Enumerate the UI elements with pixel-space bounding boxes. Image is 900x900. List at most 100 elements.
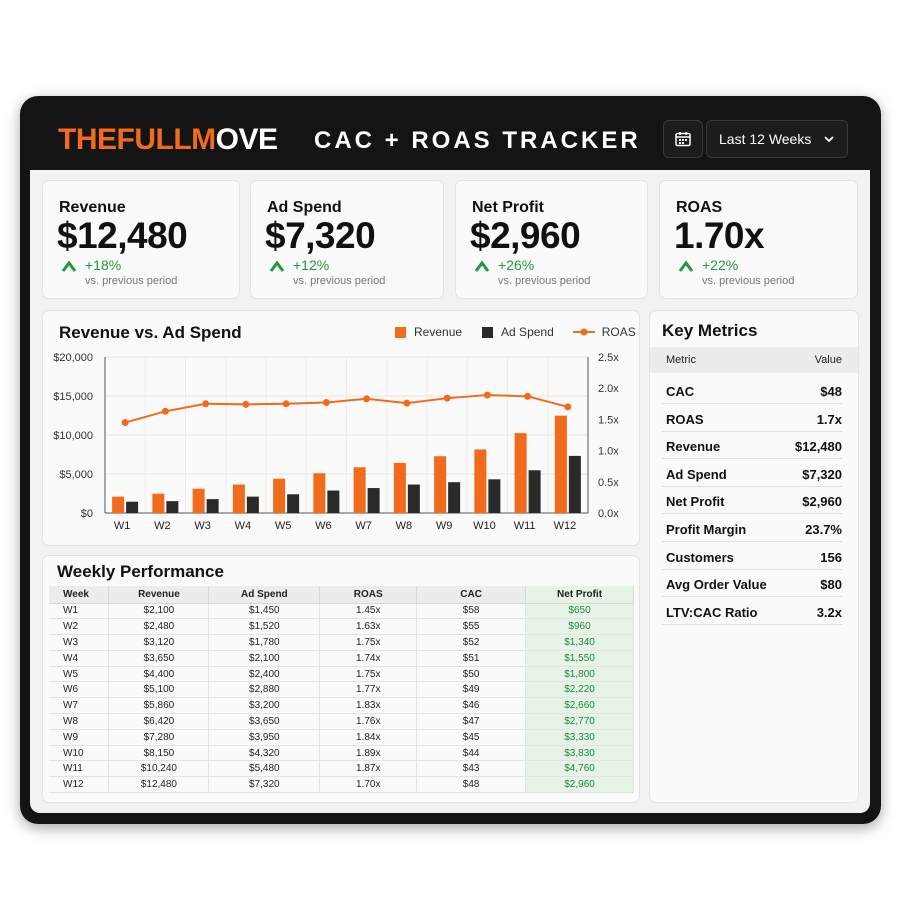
cell-week: W7: [49, 697, 110, 715]
col-roas: ROAS: [319, 586, 418, 604]
arrow-up-icon: [269, 260, 285, 272]
bar-revenue: [273, 478, 286, 513]
weekly-performance-card: Weekly Performance Week Revenue Ad Spend…: [42, 555, 640, 803]
kpi-card-net-profit: Net Profit $2,960 +26% vs. previous peri…: [455, 180, 648, 299]
cell-roas: 1.76x: [319, 713, 418, 730]
cell-revenue: $12,480: [108, 776, 210, 794]
cell-net-profit: $1,550: [525, 650, 634, 667]
cell-net-profit: $2,220: [525, 681, 634, 699]
cell-revenue: $2,100: [108, 603, 210, 620]
kpi-change: +12%: [293, 257, 330, 273]
kpi-card-roas: ROAS 1.70x +22% vs. previous period: [659, 180, 858, 299]
roas-point: [403, 399, 411, 407]
metric-label: Revenue: [666, 439, 721, 455]
cell-week: W4: [49, 650, 110, 667]
legend-swatch-roas: [572, 328, 595, 336]
metric-row: CAC $48: [662, 377, 842, 404]
table-row: W12 $12,480 $7,320 1.70x $48 $2,960: [49, 776, 634, 794]
header-bar: THEFULLMOVE CAC + ROAS TRACKER Last 12 W…: [30, 106, 870, 170]
y-tick-label: $20,000: [53, 352, 93, 364]
cell-cac: $52: [416, 634, 527, 651]
bar-revenue: [313, 473, 326, 513]
legend-swatch-revenue: [395, 326, 406, 338]
metric-row: Net Profit $2,960: [662, 487, 842, 515]
calendar-icon: [675, 132, 691, 147]
bar-revenue: [393, 462, 406, 513]
table-row: W5 $4,400 $2,400 1.75x $50 $1,800: [49, 666, 634, 683]
roas-point: [282, 400, 290, 408]
y-tick-label: $10,000: [53, 430, 93, 442]
table-row: W11 $10,240 $5,480 1.87x $43 $4,760: [49, 760, 634, 778]
bar-revenue: [192, 488, 205, 513]
calendar-button[interactable]: [663, 120, 703, 158]
bar-revenue: [232, 484, 245, 513]
metric-label: Ad Spend: [666, 466, 727, 482]
cell-ad-spend: $1,780: [208, 634, 321, 651]
roas-point: [242, 400, 250, 408]
x-tick-label: W7: [355, 520, 372, 532]
kpi-label: ROAS: [676, 199, 723, 216]
bar-ad-spend: [448, 482, 461, 513]
metric-label: Net Profit: [666, 494, 725, 510]
kpi-value: $12,480: [57, 215, 188, 256]
bar-ad-spend: [407, 484, 420, 513]
y-tick-label: $0: [81, 508, 93, 520]
chart-card: Revenue vs. Ad Spend Revenue Ad Spend RO…: [42, 310, 640, 546]
cell-net-profit: $1,340: [525, 634, 634, 651]
page-title: CAC + ROAS TRACKER: [314, 127, 641, 154]
kpi-note: vs. previous period: [85, 275, 178, 287]
metric-label: Customers: [666, 549, 734, 565]
metric-row: Customers 156: [662, 543, 842, 570]
cell-net-profit: $2,660: [525, 697, 634, 715]
arrow-up-icon: [474, 260, 490, 272]
table-row: W6 $5,100 $2,880 1.77x $49 $2,220: [49, 681, 634, 699]
x-tick-label: W2: [154, 520, 171, 532]
col-ad-spend: Ad Spend: [208, 586, 321, 604]
table-row: W8 $6,420 $3,650 1.76x $47 $2,770: [49, 713, 634, 730]
cell-roas: 1.45x: [319, 603, 418, 620]
roas-point: [363, 395, 371, 403]
kpi-change: +26%: [498, 257, 535, 273]
x-tick-label: W8: [396, 520, 413, 532]
y-tick-label: $5,000: [59, 469, 93, 481]
cell-roas: 1.70x: [319, 776, 418, 794]
legend-swatch-ad-spend: [482, 326, 494, 338]
cell-roas: 1.87x: [319, 760, 418, 778]
cell-cac: $55: [416, 618, 527, 636]
arrow-up-icon: [61, 260, 77, 272]
metric-value: 23.7%: [805, 522, 842, 537]
cell-week: W3: [49, 634, 110, 651]
bar-revenue: [353, 467, 366, 513]
cell-ad-spend: $2,400: [208, 666, 321, 683]
metric-row: LTV:CAC Ratio 3.2x: [662, 598, 842, 625]
roas-point: [524, 392, 532, 400]
bar-ad-spend: [367, 488, 380, 513]
cell-week: W6: [49, 681, 110, 699]
metric-value: $12,480: [795, 439, 842, 455]
y2-tick-label: 0.0x: [598, 508, 619, 520]
cell-net-profit: $3,830: [525, 745, 634, 762]
cell-roas: 1.74x: [319, 650, 418, 667]
bar-ad-spend: [126, 501, 139, 513]
cell-revenue: $2,480: [108, 618, 210, 636]
bar-revenue: [554, 415, 567, 513]
metric-label: LTV:CAC Ratio: [666, 604, 758, 620]
cell-net-profit: $960: [525, 618, 634, 636]
metric-row: ROAS 1.7x: [662, 405, 842, 432]
y2-tick-label: 0.5x: [598, 477, 619, 489]
metric-value: 3.2x: [816, 604, 842, 620]
cell-cac: $47: [416, 713, 527, 730]
cell-ad-spend: $1,450: [208, 603, 321, 620]
cell-ad-spend: $1,520: [208, 618, 321, 636]
legend-roas: ROAS: [601, 325, 636, 339]
roas-point: [121, 419, 129, 427]
key-metrics-title: Key Metrics: [662, 321, 758, 340]
weekly-table: Week Revenue Ad Spend ROAS CAC Net Profi…: [49, 586, 634, 794]
cell-revenue: $7,280: [108, 729, 210, 746]
cell-revenue: $4,400: [108, 666, 210, 683]
cell-net-profit: $3,330: [525, 729, 634, 746]
cell-cac: $51: [416, 650, 527, 667]
cell-cac: $58: [416, 603, 527, 620]
cell-roas: 1.63x: [319, 618, 418, 636]
date-range-dropdown[interactable]: Last 12 Weeks: [706, 120, 848, 158]
